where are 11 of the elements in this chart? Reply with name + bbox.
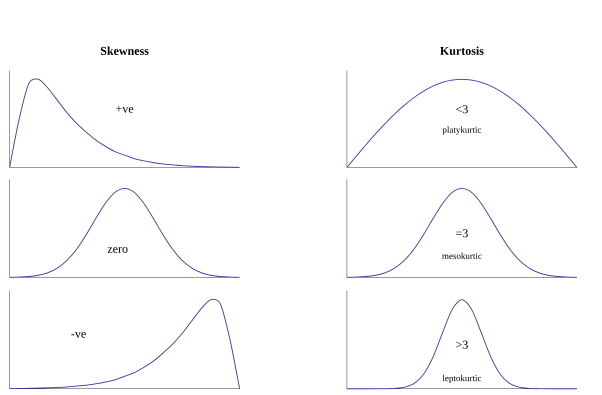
chart-title: Kurtosis [440, 46, 484, 55]
annotation: -ve [71, 332, 86, 338]
annotation: leptokurtic [442, 374, 482, 384]
annotation: platykurtic [442, 126, 482, 135]
annotation: +ve [116, 106, 134, 113]
annotation: zero [108, 247, 128, 253]
annotation: >3 [456, 340, 468, 349]
annotation: mesokurtic [442, 252, 482, 259]
annotation: <3 [456, 105, 468, 114]
annotation: =3 [456, 229, 468, 238]
chart-title: Skewness [100, 46, 149, 55]
